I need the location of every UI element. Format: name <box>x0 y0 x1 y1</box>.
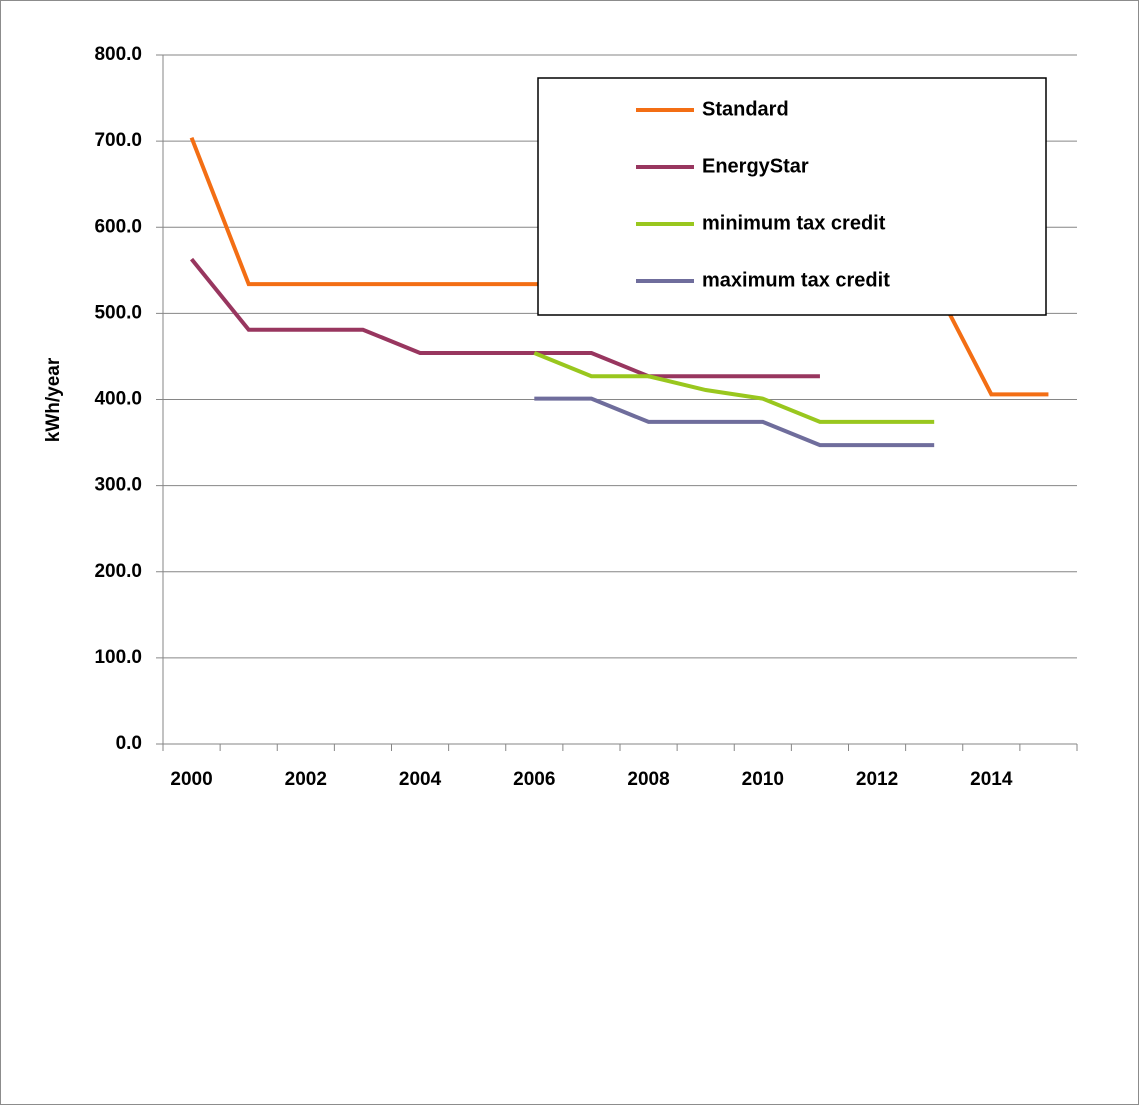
y-tick-label: 400.0 <box>94 389 142 410</box>
y-axis-title: kWh/year <box>43 357 64 442</box>
legend: Standard EnergyStar minimum tax credit maxi… <box>537 77 1047 316</box>
x-tick-label: 2008 <box>627 769 669 790</box>
series-line-minimum-tax-credit <box>533 351 935 424</box>
x-tick-label: 2004 <box>399 769 442 790</box>
y-tick-label: 600.0 <box>94 216 142 237</box>
legend-box <box>537 77 1047 316</box>
legend-label-energystar: EnergyStar <box>702 155 809 177</box>
x-tick-label: 2000 <box>170 769 212 790</box>
y-axis-ticks: 0.0 100.0 200.0 300.0 400.0 500.0 600.0 700.0 80… <box>94 44 163 754</box>
legend-label-minimum-tax-credit: minimum tax credit <box>702 212 886 234</box>
y-tick-label: 200.0 <box>94 561 142 582</box>
y-tick-label: 500.0 <box>94 302 142 323</box>
x-axis-ticks: 2000 2002 2004 2006 2008 2010 2012 2014 <box>162 744 1078 790</box>
y-tick-label: 700.0 <box>94 130 142 151</box>
x-tick-label: 2002 <box>285 769 327 790</box>
x-tick-label: 2014 <box>970 769 1013 790</box>
series-line-energystar <box>190 257 820 379</box>
y-tick-label: 300.0 <box>94 475 142 496</box>
y-tick-label: 800.0 <box>94 44 142 65</box>
x-tick-label: 2010 <box>742 769 784 790</box>
x-tick-label: 2012 <box>856 769 898 790</box>
x-tick-label: 2006 <box>513 769 555 790</box>
legend-label-maximum-tax-credit: maximum tax credit <box>702 269 890 291</box>
legend-label-standard: Standard <box>702 98 789 120</box>
y-tick-label: 100.0 <box>94 647 142 668</box>
y-tick-label: 0.0 <box>116 733 142 754</box>
series-line-maximum-tax-credit <box>534 396 935 448</box>
